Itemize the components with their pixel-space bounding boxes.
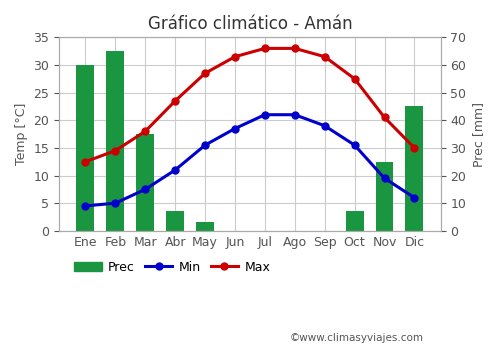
- Bar: [346, 211, 364, 231]
- Bar: [106, 51, 124, 231]
- Y-axis label: Temp [°C]: Temp [°C]: [15, 103, 28, 165]
- Title: Gráfico climático - Amán: Gráfico climático - Amán: [148, 15, 352, 33]
- Bar: [136, 134, 154, 231]
- Bar: [76, 65, 94, 231]
- Legend: Prec, Min, Max: Prec, Min, Max: [69, 256, 276, 279]
- Text: ©www.climasyviajes.com: ©www.climasyviajes.com: [290, 333, 424, 343]
- Bar: [166, 211, 184, 231]
- Bar: [406, 106, 423, 231]
- Bar: [376, 162, 394, 231]
- Y-axis label: Prec [mm]: Prec [mm]: [472, 102, 485, 167]
- Bar: [196, 223, 214, 231]
